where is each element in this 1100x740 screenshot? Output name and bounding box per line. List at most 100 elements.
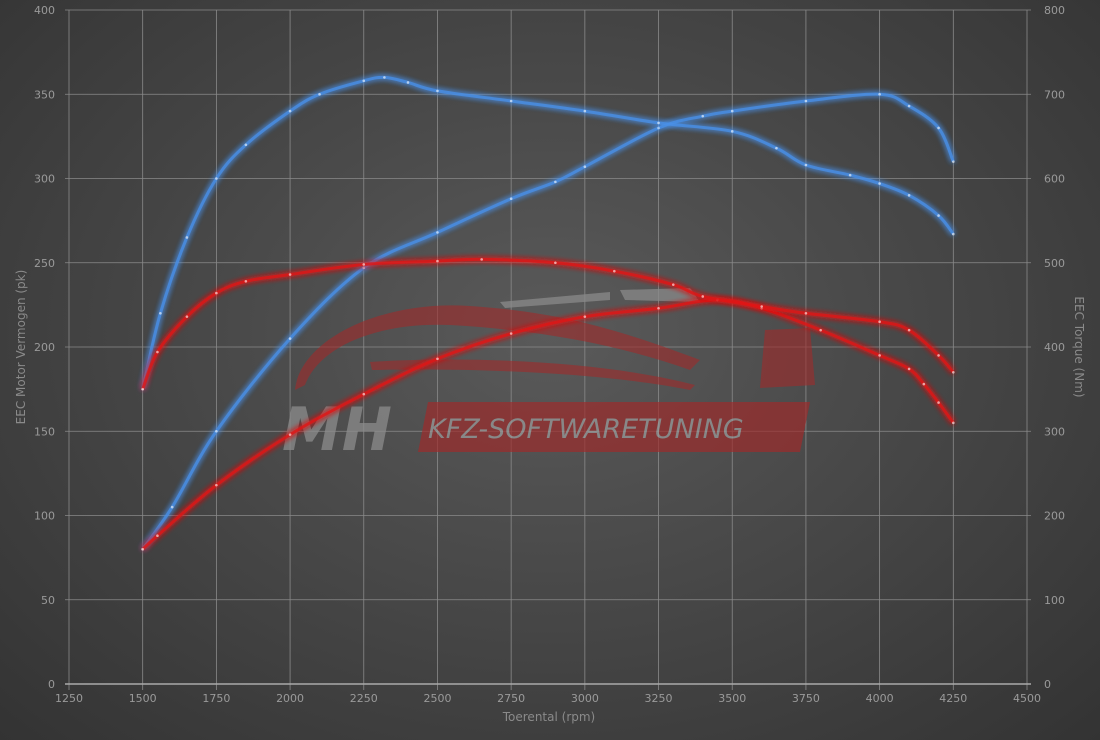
data-point xyxy=(141,387,144,391)
x-tick-label: 2000 xyxy=(276,692,304,705)
data-point xyxy=(804,312,808,315)
y2-tick-label: 300 xyxy=(1044,425,1065,438)
series-group xyxy=(141,75,955,551)
x-tick-label: 3000 xyxy=(571,692,599,705)
x-axis-label: Toerental (rpm) xyxy=(502,710,595,724)
data-point xyxy=(362,392,366,396)
x-tick-label: 2500 xyxy=(423,692,451,705)
data-point xyxy=(878,182,881,185)
data-point xyxy=(952,370,955,374)
data-point xyxy=(436,231,439,234)
y2-tick-label: 600 xyxy=(1044,173,1065,186)
x-tick-label: 1750 xyxy=(202,692,230,705)
y2-tick-label: 0 xyxy=(1044,678,1051,691)
x-tick-label: 3750 xyxy=(792,692,820,705)
y-tick-label: 350 xyxy=(34,88,55,101)
y2-tick-label: 400 xyxy=(1044,341,1065,354)
data-point xyxy=(215,429,218,433)
y2-tick-label: 500 xyxy=(1044,257,1065,270)
data-point xyxy=(907,104,911,108)
series-line xyxy=(141,298,955,551)
data-point xyxy=(937,401,940,404)
data-point xyxy=(362,79,366,83)
data-point xyxy=(141,547,144,551)
data-point xyxy=(215,177,218,180)
y-tick-label: 50 xyxy=(41,594,55,607)
watermark-logo: MH KFZ-SOFTWARETUNING xyxy=(282,288,815,465)
data-point xyxy=(730,130,734,133)
data-point xyxy=(509,99,513,103)
data-point xyxy=(170,505,174,509)
data-point xyxy=(288,109,292,113)
data-point xyxy=(775,146,778,150)
y2-tick-label: 100 xyxy=(1044,594,1065,607)
data-point xyxy=(215,483,218,487)
data-point xyxy=(362,266,366,270)
data-point xyxy=(657,306,660,310)
y2-tick-label: 700 xyxy=(1044,88,1065,101)
y-tick-label: 250 xyxy=(34,257,55,270)
y-tick-label: 100 xyxy=(34,510,55,523)
data-point xyxy=(760,305,764,308)
data-point xyxy=(554,180,557,184)
data-point xyxy=(613,269,616,273)
data-point xyxy=(937,214,940,217)
data-point xyxy=(937,354,940,357)
data-point xyxy=(907,367,911,371)
data-point xyxy=(583,165,587,169)
grid xyxy=(65,9,1031,690)
data-point xyxy=(509,197,513,201)
data-point xyxy=(907,328,911,332)
data-point xyxy=(436,357,439,361)
data-point xyxy=(804,163,808,167)
data-point xyxy=(952,421,955,425)
series-line xyxy=(141,75,955,390)
data-point xyxy=(878,354,881,357)
data-point xyxy=(671,283,675,286)
y-tick-label: 0 xyxy=(48,678,55,691)
data-point xyxy=(878,320,881,324)
data-point xyxy=(878,92,881,96)
x-tick-label: 4000 xyxy=(866,692,894,705)
data-point xyxy=(288,273,292,276)
data-point xyxy=(185,236,189,239)
data-point xyxy=(244,279,248,283)
y-axis-label: EEC Motor Vermogen (pk) xyxy=(14,270,28,425)
data-point xyxy=(657,121,660,125)
data-point xyxy=(701,295,705,298)
data-point xyxy=(907,194,911,197)
data-point xyxy=(657,126,660,130)
data-point xyxy=(185,315,189,318)
x-tick-label: 2250 xyxy=(350,692,378,705)
y2-tick-label: 200 xyxy=(1044,510,1065,523)
y-tick-label: 400 xyxy=(34,4,55,17)
x-tick-label: 4500 xyxy=(1013,692,1041,705)
series-0 xyxy=(141,92,955,551)
data-point xyxy=(215,291,218,295)
data-point xyxy=(480,258,483,261)
data-point xyxy=(244,143,248,147)
series-3 xyxy=(141,257,955,391)
x-tick-label: 1500 xyxy=(129,692,157,705)
data-point xyxy=(819,328,822,332)
data-point xyxy=(288,433,292,436)
data-point xyxy=(952,232,955,236)
data-point xyxy=(701,114,705,118)
data-point xyxy=(804,99,808,103)
data-point xyxy=(383,76,386,79)
data-point xyxy=(436,259,439,263)
series-1 xyxy=(141,75,955,391)
y-tick-label: 150 xyxy=(34,425,55,438)
data-point xyxy=(848,173,852,177)
x-tick-label: 2750 xyxy=(497,692,525,705)
x-tick-label: 3250 xyxy=(645,692,673,705)
data-point xyxy=(922,382,926,386)
data-point xyxy=(554,261,557,265)
data-point xyxy=(156,350,159,354)
data-point xyxy=(952,160,955,163)
y2-tick-label: 800 xyxy=(1044,4,1065,17)
data-point xyxy=(583,109,587,113)
data-point xyxy=(730,109,734,113)
data-point xyxy=(288,337,292,340)
